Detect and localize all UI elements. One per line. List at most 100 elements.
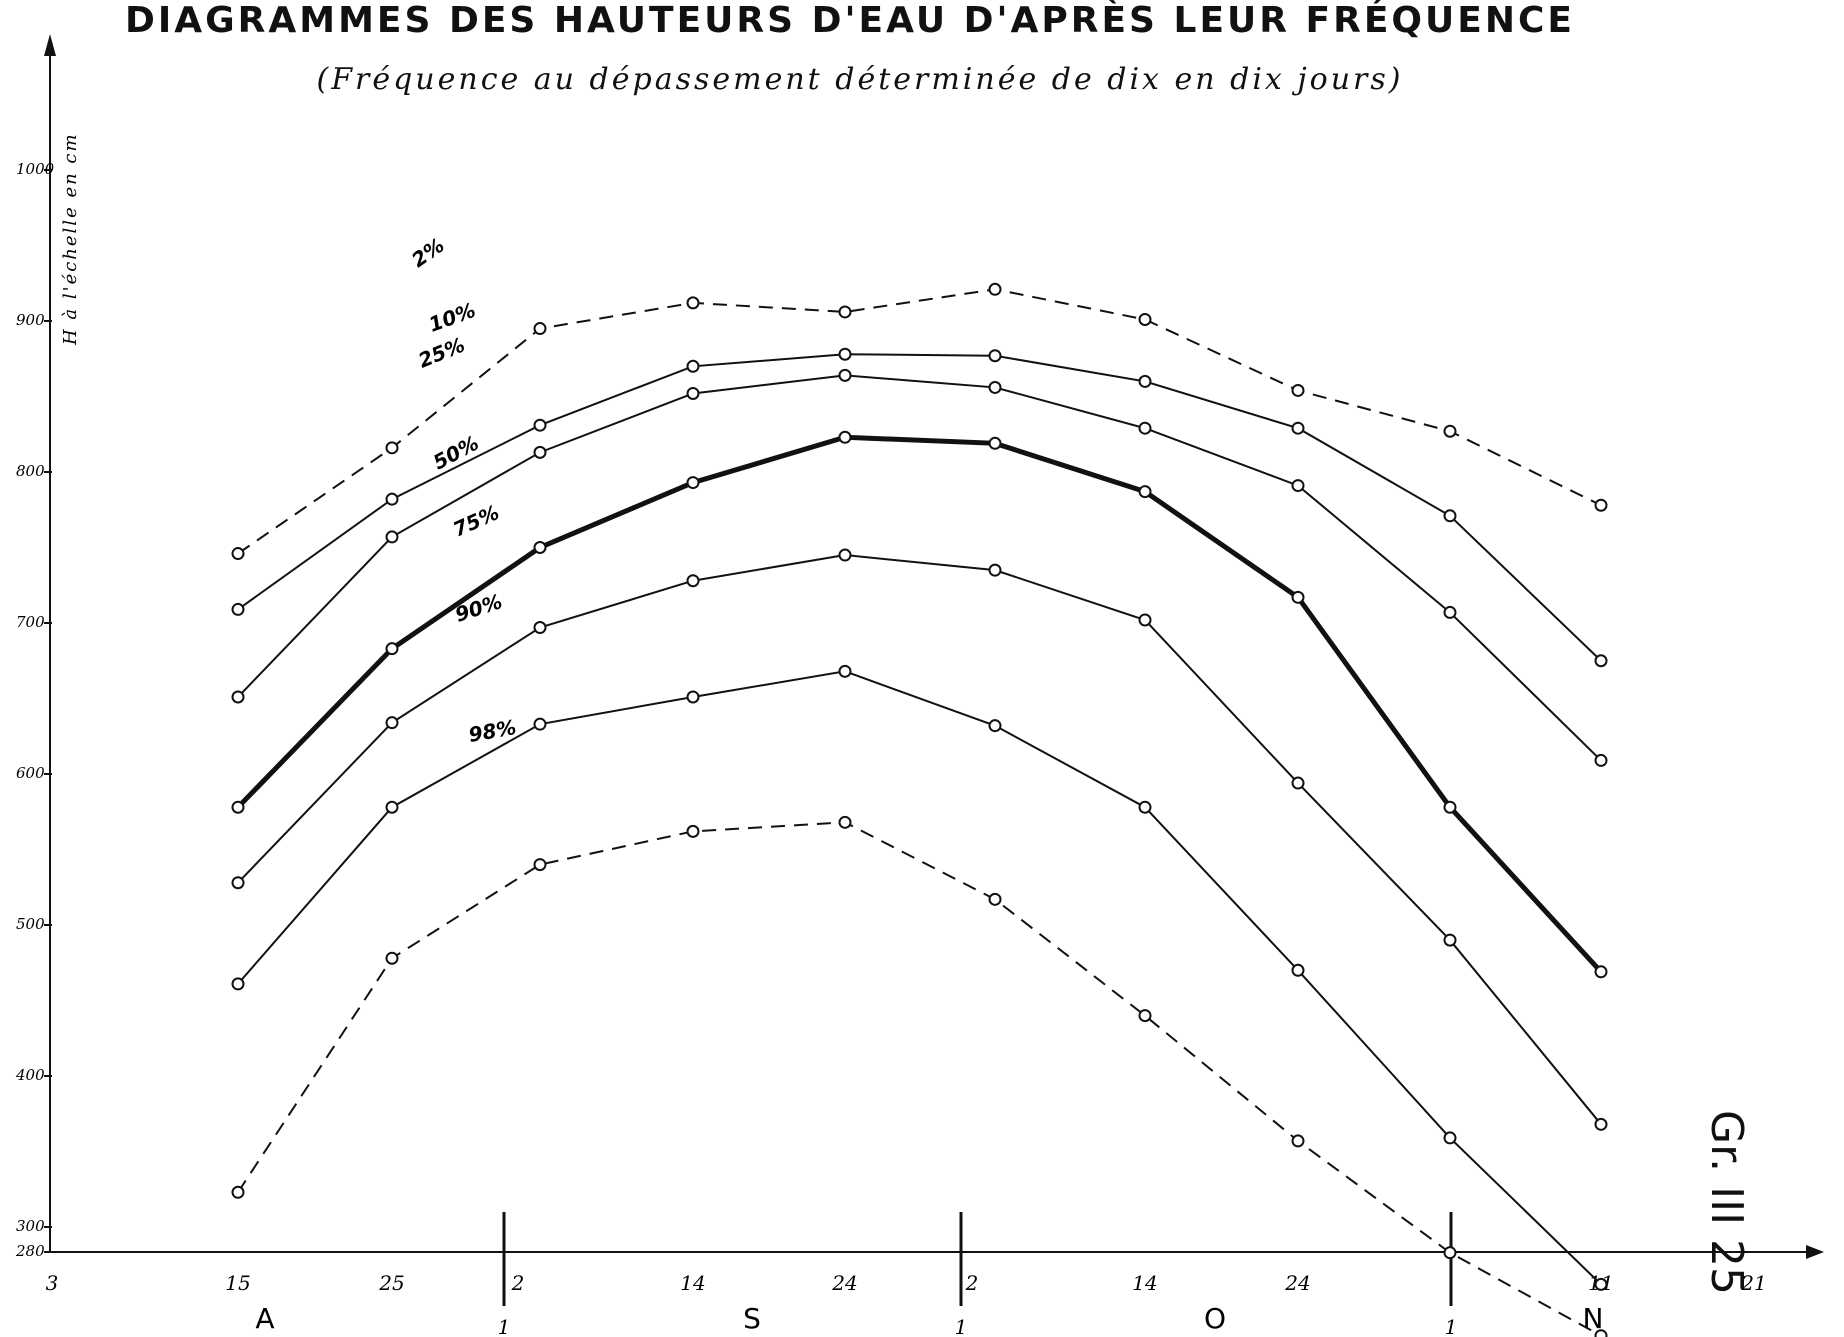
data-point [533,621,547,635]
chart-title: DIAGRAMMES DES HAUTEURS D'EAU D'APRÈS LE… [124,0,1575,41]
chart-subtitle: (Fréquence au dépassement déterminée de … [316,62,1404,97]
data-point [533,541,547,554]
series-label: 98% [467,715,518,747]
data-point [1443,605,1457,619]
series-line [237,374,1602,762]
data-point [231,690,245,704]
month-boundary-label: 1 [498,1315,511,1337]
month-label: N [1583,1302,1604,1335]
data-point [385,642,399,656]
data-point [1443,1131,1457,1145]
y-tick-label: 1000 [16,160,55,178]
y-axis-arrow [44,34,56,56]
data-point [686,574,700,588]
data-point [385,951,399,965]
data-point [1138,613,1152,627]
data-point [1594,965,1608,979]
data-point [1291,590,1305,604]
x-tick-label: 24 [831,1271,857,1295]
data-point [988,563,1002,577]
month-label: O [1204,1302,1226,1335]
data-point [1138,421,1152,435]
y-axis-label: H à l'échelle en cm [60,132,81,346]
month-label: S [743,1302,761,1335]
data-point [838,664,852,678]
data-point [838,347,852,361]
data-point [533,322,547,336]
series-line [237,670,1602,1286]
x-tick-label: 14 [1132,1271,1157,1295]
x-tick-label: 2 [511,1271,525,1295]
data-point [686,359,700,373]
data-point [686,476,700,490]
data-point [1138,1009,1152,1023]
data-point [1594,1277,1608,1291]
data-point [385,441,399,455]
series-line [237,288,1602,555]
data-point [231,977,245,991]
data-point [231,800,245,814]
y-tick-label: 600 [16,764,45,782]
series-label: 2% [407,233,449,272]
data-point [1291,1134,1305,1148]
data-point [1443,424,1457,438]
data-point [988,436,1002,450]
data-point [1291,421,1305,435]
data-point [1594,1117,1608,1131]
x-tick-label: 21 [1740,1271,1766,1295]
data-point [385,492,399,506]
series-line [237,821,1602,1337]
month-boundary-label: 1 [955,1315,968,1337]
data-point [838,430,852,444]
data-point [686,386,700,400]
data-point [686,690,700,704]
data-point [1291,963,1305,977]
series-line [237,554,1602,1125]
data-point [1138,800,1152,814]
month-boundary-label: 1 [1445,1315,1458,1337]
data-point [1138,374,1152,388]
data-point [533,717,547,731]
x-tick-label: 25 [378,1271,404,1295]
series-label: 75% [449,500,502,541]
data-point [385,800,399,814]
x-tick-label: 24 [1284,1271,1310,1295]
data-point [231,1185,245,1199]
data-point [1291,383,1305,397]
data-point [838,815,852,829]
data-point [385,716,399,730]
y-tick-label: 800 [16,462,45,480]
y-tick-label: 700 [16,613,45,631]
y-tick-label: 280 [15,1242,45,1260]
series-label: 10% [426,298,479,337]
data-point [1443,509,1457,523]
y-tick-label: 300 [16,1217,45,1235]
x-axis-arrow [1806,1245,1824,1259]
data-point [533,445,547,459]
data-point [231,602,245,616]
x-tick-label: 14 [680,1271,705,1295]
data-point [988,282,1002,296]
x-tick-label: 3 [46,1271,59,1295]
data-point [1594,498,1608,512]
data-point [533,418,547,432]
data-point [686,296,700,310]
data-point [988,892,1002,906]
data-point [838,305,852,319]
data-point [1138,312,1152,326]
data-point [1291,776,1305,790]
data-point [533,858,547,872]
series-label: 25% [415,332,468,372]
series-line [236,434,1603,974]
y-tick-label: 500 [16,915,45,933]
month-label: A [255,1302,274,1335]
data-point [1443,800,1457,814]
data-point [1138,485,1152,499]
data-point [385,530,399,544]
data-point [1443,933,1457,947]
data-point [988,380,1002,394]
data-point [838,368,852,382]
x-tick-label: 2 [965,1271,979,1295]
data-point [231,876,245,890]
